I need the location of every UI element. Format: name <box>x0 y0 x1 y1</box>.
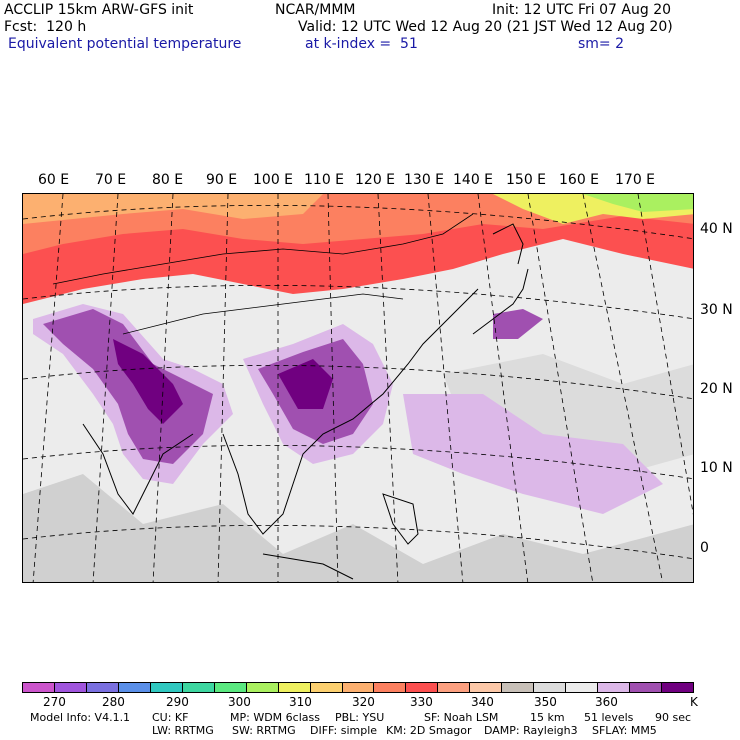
init-time: Init: 12 UTC Fri 07 Aug 20 <box>492 2 672 18</box>
diff-scheme: DIFF: simple <box>310 724 378 737</box>
lon-label: 70 E <box>95 172 127 188</box>
sw-scheme: SW: RRTMG <box>232 724 296 737</box>
level-info: at k-index = 51 <box>305 36 418 52</box>
lon-label: 120 E <box>355 172 396 188</box>
colorbar-tick: 310 <box>289 695 312 709</box>
lat-label: 0 <box>700 540 709 556</box>
lon-label: 140 E <box>453 172 494 188</box>
colorbar-swatch <box>438 683 471 692</box>
colorbar-tick: 360 <box>595 695 618 709</box>
colorbar-swatch <box>214 683 247 692</box>
levels: 51 levels <box>584 711 634 724</box>
colorbar-swatch <box>598 683 631 692</box>
model-info: Model Info: V4.1.1 <box>30 711 131 724</box>
colorbar-swatch <box>23 683 55 692</box>
km-scheme: KM: 2D Smagor <box>386 724 472 737</box>
map-panel <box>22 193 694 583</box>
damp-scheme: DAMP: Rayleigh3 <box>484 724 578 737</box>
lon-label: 160 E <box>559 172 600 188</box>
field-name: Equivalent potential temperature <box>8 36 242 52</box>
theta-e-field <box>23 194 693 582</box>
lon-label: 170 E <box>615 172 656 188</box>
lat-label: 40 N <box>700 221 733 237</box>
lon-label: 80 E <box>152 172 184 188</box>
smoothing-info: sm= 2 <box>578 36 625 52</box>
colorbar-unit: K <box>690 695 698 709</box>
pbl-scheme: PBL: YSU <box>335 711 385 724</box>
valid-time: Valid: 12 UTC Wed 12 Aug 20 (21 JST Wed … <box>298 19 673 35</box>
colorbar-tick: 350 <box>534 695 557 709</box>
colorbar-tick: 300 <box>228 695 251 709</box>
lw-scheme: LW: RRTMG <box>152 724 214 737</box>
colorbar-swatch <box>342 683 375 692</box>
timestep: 90 sec <box>655 711 692 724</box>
lon-label: 150 E <box>506 172 547 188</box>
mp-scheme: MP: WDM 6class <box>230 711 320 724</box>
colorbar-swatch <box>182 683 215 692</box>
sflay-scheme: SFLAY: MM5 <box>592 724 657 737</box>
colorbar-swatch <box>150 683 183 692</box>
colorbar-tick: 280 <box>102 695 125 709</box>
colorbar-tick: 270 <box>43 695 66 709</box>
colorbar-swatch <box>470 683 503 692</box>
colorbar-tick: 340 <box>471 695 494 709</box>
lat-label: 30 N <box>700 302 733 318</box>
colorbar-swatch <box>118 683 151 692</box>
lon-label: 130 E <box>404 172 445 188</box>
colorbar-swatch <box>662 683 694 692</box>
colorbar-swatch <box>630 683 663 692</box>
lon-label: 100 E <box>253 172 294 188</box>
lon-label: 60 E <box>38 172 70 188</box>
cu-scheme: CU: KF <box>152 711 189 724</box>
colorbar-tick: 330 <box>410 695 433 709</box>
lon-label: 90 E <box>206 172 238 188</box>
colorbar-swatch <box>502 683 535 692</box>
model-title: ACCLIP 15km ARW-GFS init <box>4 2 194 18</box>
lat-label: 20 N <box>700 381 733 397</box>
center-title: NCAR/MMM <box>275 2 356 18</box>
resolution: 15 km <box>530 711 565 724</box>
colorbar-swatch <box>54 683 87 692</box>
colorbar-swatch <box>246 683 279 692</box>
colorbar-swatch <box>406 683 439 692</box>
sf-scheme: SF: Noah LSM <box>424 711 499 724</box>
colorbar-swatch <box>374 683 407 692</box>
colorbar-tick: 290 <box>166 695 189 709</box>
colorbar-swatch <box>566 683 599 692</box>
colorbar-swatch <box>86 683 119 692</box>
colorbar-tick: 320 <box>352 695 375 709</box>
colorbar <box>22 682 694 693</box>
forecast-hour: Fcst: 120 h <box>4 19 87 35</box>
lon-label: 110 E <box>304 172 345 188</box>
colorbar-swatch <box>310 683 343 692</box>
lat-label: 10 N <box>700 460 733 476</box>
colorbar-swatch <box>278 683 311 692</box>
colorbar-swatch <box>534 683 567 692</box>
